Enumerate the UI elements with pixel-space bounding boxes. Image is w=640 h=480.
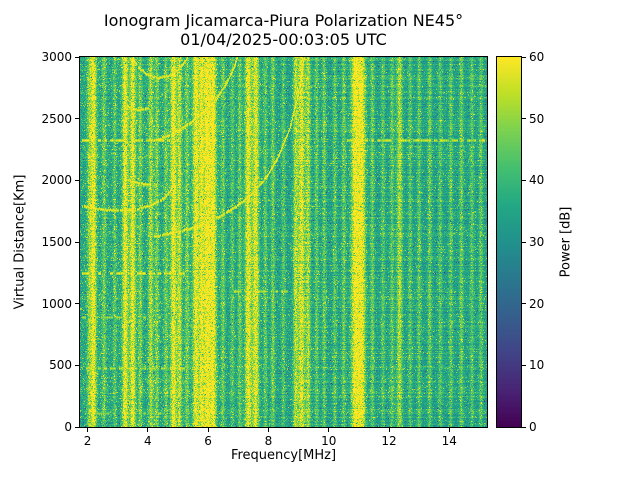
y-tick-mark	[75, 426, 79, 428]
colorbar-gradient	[497, 57, 521, 427]
x-axis-label: Frequency[MHz]	[230, 448, 337, 463]
colorbar-tick-mark	[522, 303, 526, 305]
y-axis-label: Virtual Distance[Km]	[12, 174, 28, 310]
y-tick-label: 1500	[41, 235, 72, 249]
x-tick-mark	[448, 428, 450, 432]
colorbar-tick-mark	[522, 179, 526, 181]
colorbar-tick-label: 20	[529, 296, 545, 311]
y-tick-label: 2500	[41, 111, 72, 126]
x-tick-label: 2	[83, 434, 92, 448]
x-tick-mark	[147, 428, 149, 432]
x-tick-mark	[328, 428, 330, 432]
y-tick-mark	[75, 303, 79, 305]
y-tick-label: 2000	[41, 173, 72, 188]
x-tick-label: 4	[144, 434, 152, 448]
x-tick-mark	[87, 428, 89, 432]
chart-title: Ionogram Jicamarca-Piura Polarization NE…	[80, 11, 487, 49]
colorbar-tick-mark	[522, 241, 526, 243]
x-tick-mark	[267, 428, 269, 432]
x-tick-mark	[388, 428, 390, 432]
y-tick-label: 0	[64, 420, 72, 434]
colorbar-tick-label: 50	[529, 111, 545, 126]
colorbar-tick-label: 40	[529, 173, 545, 188]
chart-title-line2: 01/04/2025-00:03:05 UTC	[180, 30, 387, 49]
x-tick-label: 14	[441, 434, 457, 448]
x-tick-label: 12	[381, 434, 397, 448]
y-tick-mark	[75, 364, 79, 366]
colorbar-tick-label: 0	[529, 420, 537, 434]
x-tick-label: 10	[321, 434, 337, 448]
colorbar-tick-label: 60	[529, 50, 545, 64]
colorbar-tick-label: 30	[529, 235, 545, 249]
y-tick-label: 1000	[41, 296, 72, 311]
y-tick-mark	[75, 56, 79, 58]
chart-title-line1: Ionogram Jicamarca-Piura Polarization NE…	[103, 11, 464, 30]
colorbar-tick-mark	[522, 364, 526, 366]
colorbar-tick-label: 10	[529, 358, 545, 373]
y-tick-mark	[75, 118, 79, 120]
x-tick-label: 6	[204, 434, 212, 448]
x-tick-mark	[207, 428, 209, 432]
y-tick-label: 500	[49, 358, 72, 373]
colorbar-tick-mark	[522, 56, 526, 58]
ionogram-heatmap	[80, 57, 487, 427]
y-tick-mark	[75, 241, 79, 243]
x-tick-label: 8	[264, 434, 273, 448]
colorbar-tick-mark	[522, 426, 526, 428]
y-tick-mark	[75, 179, 79, 181]
colorbar-label: Power [dB]	[558, 206, 574, 278]
colorbar-tick-mark	[522, 118, 526, 120]
y-tick-label: 3000	[41, 50, 72, 64]
